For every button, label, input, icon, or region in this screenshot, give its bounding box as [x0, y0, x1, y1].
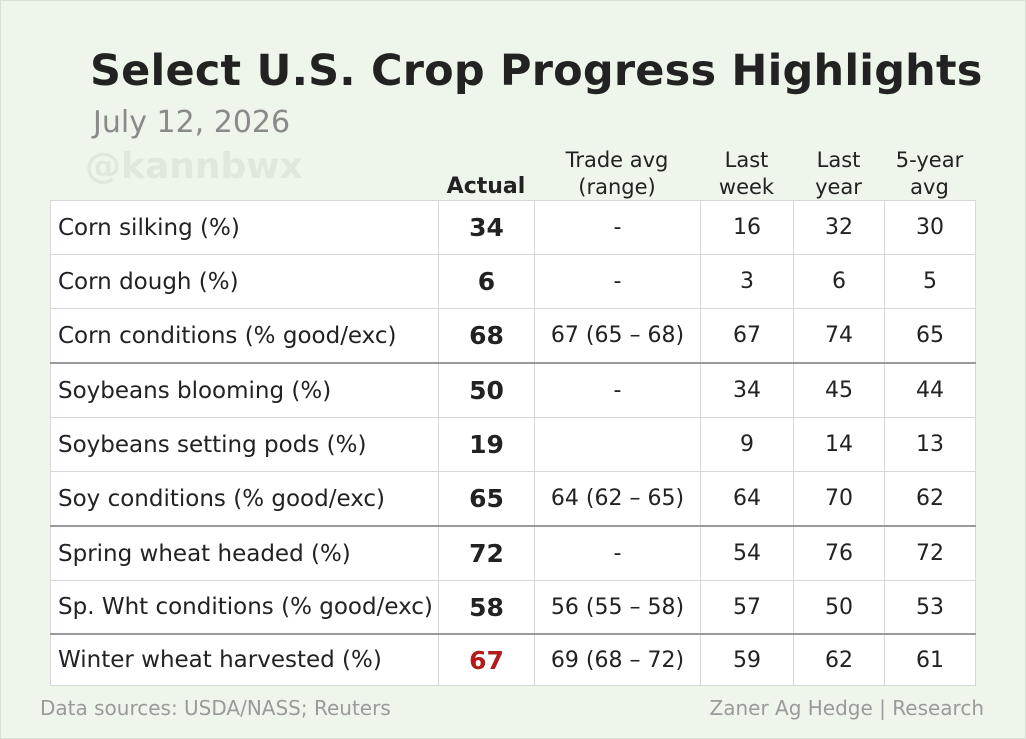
last-week-value: 57 [700, 580, 794, 635]
trade-avg-value: 69 (68 – 72) [534, 633, 701, 686]
last-week-value: 3 [700, 254, 794, 309]
trade-avg-value: 56 (55 – 58) [534, 580, 701, 635]
chart-date: July 12, 2026 [93, 105, 291, 140]
header-trade-avg: Trade avg (range) [534, 147, 700, 201]
last-year-value: 62 [793, 633, 885, 686]
table-row: Winter wheat harvested (%) 67 69 (68 – 72)… [50, 633, 976, 686]
five-year-avg-value: 62 [884, 471, 976, 527]
data-sources: Data sources: USDA/NASS; Reuters [40, 696, 391, 720]
header-lastyear-line2: year [815, 175, 862, 199]
five-year-avg-value: 5 [884, 254, 976, 309]
last-year-value: 50 [793, 580, 885, 635]
row-label: Soybeans blooming (%) [50, 362, 439, 418]
actual-value: 50 [438, 362, 535, 418]
header-last-week: Last week [700, 147, 793, 201]
table-row: Soy conditions (% good/exc) 65 64 (62 – 65… [50, 471, 976, 527]
table-body: Corn silking (%) 34-16 32 30 Corn dough (%) 6… [50, 200, 976, 686]
last-week-value: 16 [700, 200, 794, 255]
last-year-value: 6 [793, 254, 885, 309]
five-year-avg-value: 72 [884, 525, 976, 581]
header-lastweek-line1: Last [724, 148, 769, 172]
header-fiveyear-line1: 5-year [895, 148, 964, 172]
row-label: Winter wheat harvested (%) [50, 633, 439, 686]
crop-progress-table: Corn silking (%) 34-16 32 30 Corn dough (%) 6… [50, 200, 976, 686]
trade-avg-value: - [534, 200, 701, 255]
actual-value: 67 [438, 633, 535, 686]
header-actual-label: Actual [446, 174, 526, 199]
last-week-value: 67 [700, 308, 794, 364]
trade-avg-value: - [534, 254, 701, 309]
header-trade-line2: (range) [578, 175, 656, 199]
watermark: @kannbwx [85, 146, 303, 187]
row-label: Corn dough (%) [50, 254, 439, 309]
five-year-avg-value: 44 [884, 362, 976, 418]
last-week-value: 64 [700, 471, 794, 527]
last-week-value: 34 [700, 362, 794, 418]
header-lastyear-line1: Last [816, 148, 861, 172]
last-year-value: 76 [793, 525, 885, 581]
row-label: Soybeans setting pods (%) [50, 417, 439, 472]
table-row: Corn dough (%) 6-3 6 5 [50, 254, 976, 309]
last-year-value: 45 [793, 362, 885, 418]
five-year-avg-value: 13 [884, 417, 976, 472]
chart-title: Select U.S. Crop Progress Highlights [90, 46, 983, 96]
last-year-value: 14 [793, 417, 885, 472]
header-actual: Actual [438, 173, 534, 200]
header-five-year-avg: 5-year avg [884, 147, 975, 201]
table-row: Corn conditions (% good/exc) 68 67 (65 – 6… [50, 308, 976, 364]
table-row: Soybeans setting pods (%) 19 9 14 13 [50, 417, 976, 472]
five-year-avg-value: 30 [884, 200, 976, 255]
table-row: Spring wheat headed (%) 72-54 76 72 [50, 525, 976, 581]
last-week-value: 9 [700, 417, 794, 472]
header-trade-line1: Trade avg [565, 148, 669, 172]
trade-avg-value [534, 417, 701, 472]
credit: Zaner Ag Hedge | Research [709, 696, 984, 720]
actual-value: 19 [438, 417, 535, 472]
last-year-value: 70 [793, 471, 885, 527]
actual-value: 68 [438, 308, 535, 364]
header-lastweek-line2: week [718, 175, 775, 199]
header-last-year: Last year [793, 147, 884, 201]
five-year-avg-value: 61 [884, 633, 976, 686]
actual-value: 58 [438, 580, 535, 635]
row-label: Spring wheat headed (%) [50, 525, 439, 581]
row-label: Soy conditions (% good/exc) [50, 471, 439, 527]
actual-value: 65 [438, 471, 535, 527]
last-year-value: 74 [793, 308, 885, 364]
row-label: Corn silking (%) [50, 200, 439, 255]
trade-avg-value: 67 (65 – 68) [534, 308, 701, 364]
trade-avg-value: - [534, 525, 701, 581]
five-year-avg-value: 53 [884, 580, 976, 635]
last-week-value: 59 [700, 633, 794, 686]
last-week-value: 54 [700, 525, 794, 581]
actual-value: 6 [438, 254, 535, 309]
trade-avg-value: 64 (62 – 65) [534, 471, 701, 527]
trade-avg-value: - [534, 362, 701, 418]
table-row: Corn silking (%) 34-16 32 30 [50, 200, 976, 255]
table-row: Sp. Wht conditions (% good/exc) 58 56 (55 … [50, 580, 976, 635]
row-label: Sp. Wht conditions (% good/exc) [50, 580, 439, 635]
last-year-value: 32 [793, 200, 885, 255]
five-year-avg-value: 65 [884, 308, 976, 364]
table-row: Soybeans blooming (%) 50-34 45 44 [50, 362, 976, 418]
row-label: Corn conditions (% good/exc) [50, 308, 439, 364]
header-fiveyear-line2: avg [910, 175, 949, 199]
actual-value: 34 [438, 200, 535, 255]
actual-value: 72 [438, 525, 535, 581]
